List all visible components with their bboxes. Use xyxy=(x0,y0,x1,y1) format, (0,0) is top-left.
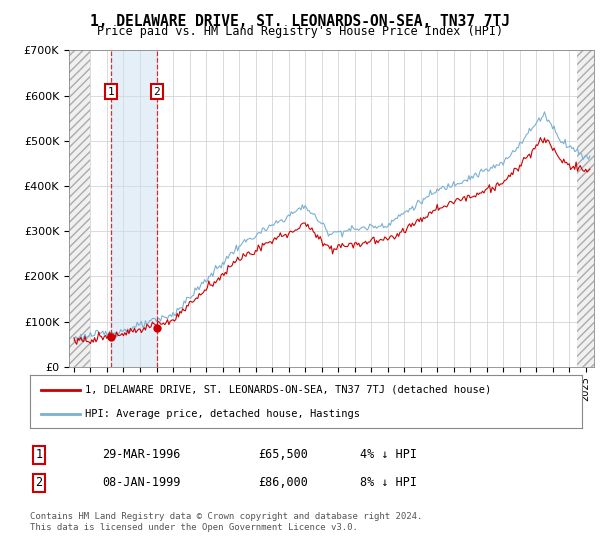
Text: 1: 1 xyxy=(107,87,115,96)
Text: 4% ↓ HPI: 4% ↓ HPI xyxy=(360,448,417,461)
Text: 2: 2 xyxy=(154,87,160,96)
Text: HPI: Average price, detached house, Hastings: HPI: Average price, detached house, Hast… xyxy=(85,409,360,419)
Text: 1, DELAWARE DRIVE, ST. LEONARDS-ON-SEA, TN37 7TJ (detached house): 1, DELAWARE DRIVE, ST. LEONARDS-ON-SEA, … xyxy=(85,385,491,395)
Text: £65,500: £65,500 xyxy=(258,448,308,461)
Text: 2: 2 xyxy=(35,476,43,489)
Text: 1: 1 xyxy=(35,448,43,461)
Text: 08-JAN-1999: 08-JAN-1999 xyxy=(102,476,181,489)
Text: £86,000: £86,000 xyxy=(258,476,308,489)
Text: 8% ↓ HPI: 8% ↓ HPI xyxy=(360,476,417,489)
Text: Contains HM Land Registry data © Crown copyright and database right 2024.
This d: Contains HM Land Registry data © Crown c… xyxy=(30,512,422,532)
Text: 29-MAR-1996: 29-MAR-1996 xyxy=(102,448,181,461)
Text: 1, DELAWARE DRIVE, ST. LEONARDS-ON-SEA, TN37 7TJ: 1, DELAWARE DRIVE, ST. LEONARDS-ON-SEA, … xyxy=(90,14,510,29)
Text: Price paid vs. HM Land Registry's House Price Index (HPI): Price paid vs. HM Land Registry's House … xyxy=(97,25,503,38)
